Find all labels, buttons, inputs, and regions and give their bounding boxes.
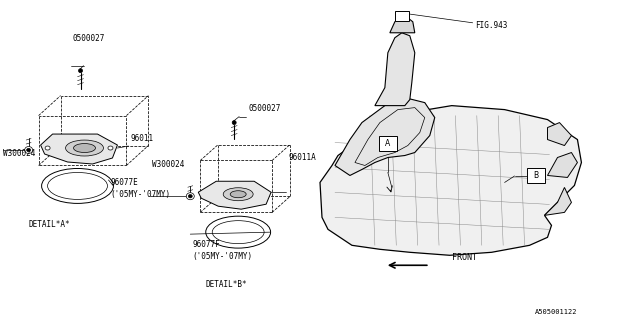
Polygon shape [375,33,415,106]
Polygon shape [545,188,572,215]
Text: 96011A: 96011A [288,154,316,163]
Ellipse shape [223,188,253,201]
Ellipse shape [79,69,83,73]
Text: 0500027: 0500027 [72,34,105,43]
Polygon shape [390,18,415,33]
FancyBboxPatch shape [379,136,397,150]
Polygon shape [547,123,572,146]
Text: DETAIL*B*: DETAIL*B* [205,280,247,289]
Text: W300024: W300024 [3,148,35,157]
Ellipse shape [27,148,31,152]
Ellipse shape [188,195,192,198]
FancyBboxPatch shape [395,11,409,21]
Ellipse shape [232,121,236,124]
Text: DETAIL*A*: DETAIL*A* [29,220,70,229]
Polygon shape [320,106,581,255]
Text: 0500027: 0500027 [248,104,280,113]
Polygon shape [547,153,577,178]
Text: W300024: W300024 [152,160,185,170]
Ellipse shape [65,140,104,156]
Polygon shape [40,134,118,164]
Polygon shape [335,98,435,175]
Ellipse shape [186,193,195,200]
Text: B: B [533,172,538,180]
Text: A505001122: A505001122 [534,309,577,315]
Ellipse shape [25,147,33,154]
Text: 96011: 96011 [131,133,154,142]
Text: FRONT: FRONT [452,253,477,262]
Text: ('05MY-'07MY): ('05MY-'07MY) [111,190,171,199]
Ellipse shape [108,146,113,150]
Text: A: A [385,139,390,148]
Text: FIG.943: FIG.943 [475,21,507,30]
Ellipse shape [230,191,246,198]
Text: 96077E: 96077E [111,179,138,188]
Text: 96077F: 96077F [192,240,220,249]
Ellipse shape [45,146,50,150]
Ellipse shape [74,144,95,153]
Polygon shape [198,181,271,209]
FancyBboxPatch shape [527,169,545,183]
Text: ('05MY-'07MY): ('05MY-'07MY) [192,252,252,261]
